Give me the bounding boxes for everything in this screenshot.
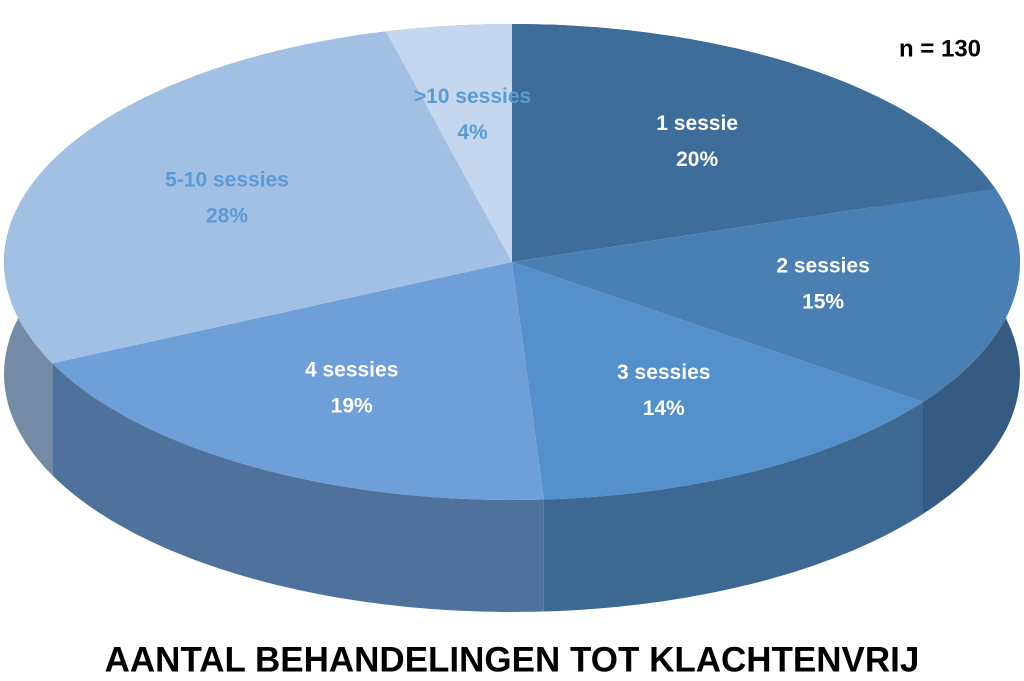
value-label: 15% [802, 291, 844, 314]
slice-label: 3 sessies [617, 361, 710, 384]
slice [52, 262, 544, 500]
slice-label: 2 sessies [776, 255, 869, 278]
slice [512, 24, 996, 262]
slice [385, 24, 512, 262]
chart-title: AANTAL BEHANDELINGEN TOT KLACHTENVRIJ [105, 640, 920, 679]
value-label: 20% [676, 148, 718, 171]
slice-label: >10 sessies [414, 85, 531, 108]
slice-label: 4 sessies [305, 359, 398, 382]
slice [4, 31, 512, 364]
slice-side [52, 363, 544, 612]
value-label: 28% [206, 205, 248, 228]
value-label: 4% [457, 121, 488, 144]
slice-label: 1 sessie [656, 112, 738, 135]
value-label: 14% [643, 397, 685, 420]
slice-side [543, 401, 923, 612]
annotation: n = 130 [899, 35, 981, 62]
slice-label: 5-10 sessies [165, 169, 289, 192]
slice [512, 188, 1020, 402]
slice [512, 262, 923, 500]
value-label: 19% [331, 395, 373, 418]
